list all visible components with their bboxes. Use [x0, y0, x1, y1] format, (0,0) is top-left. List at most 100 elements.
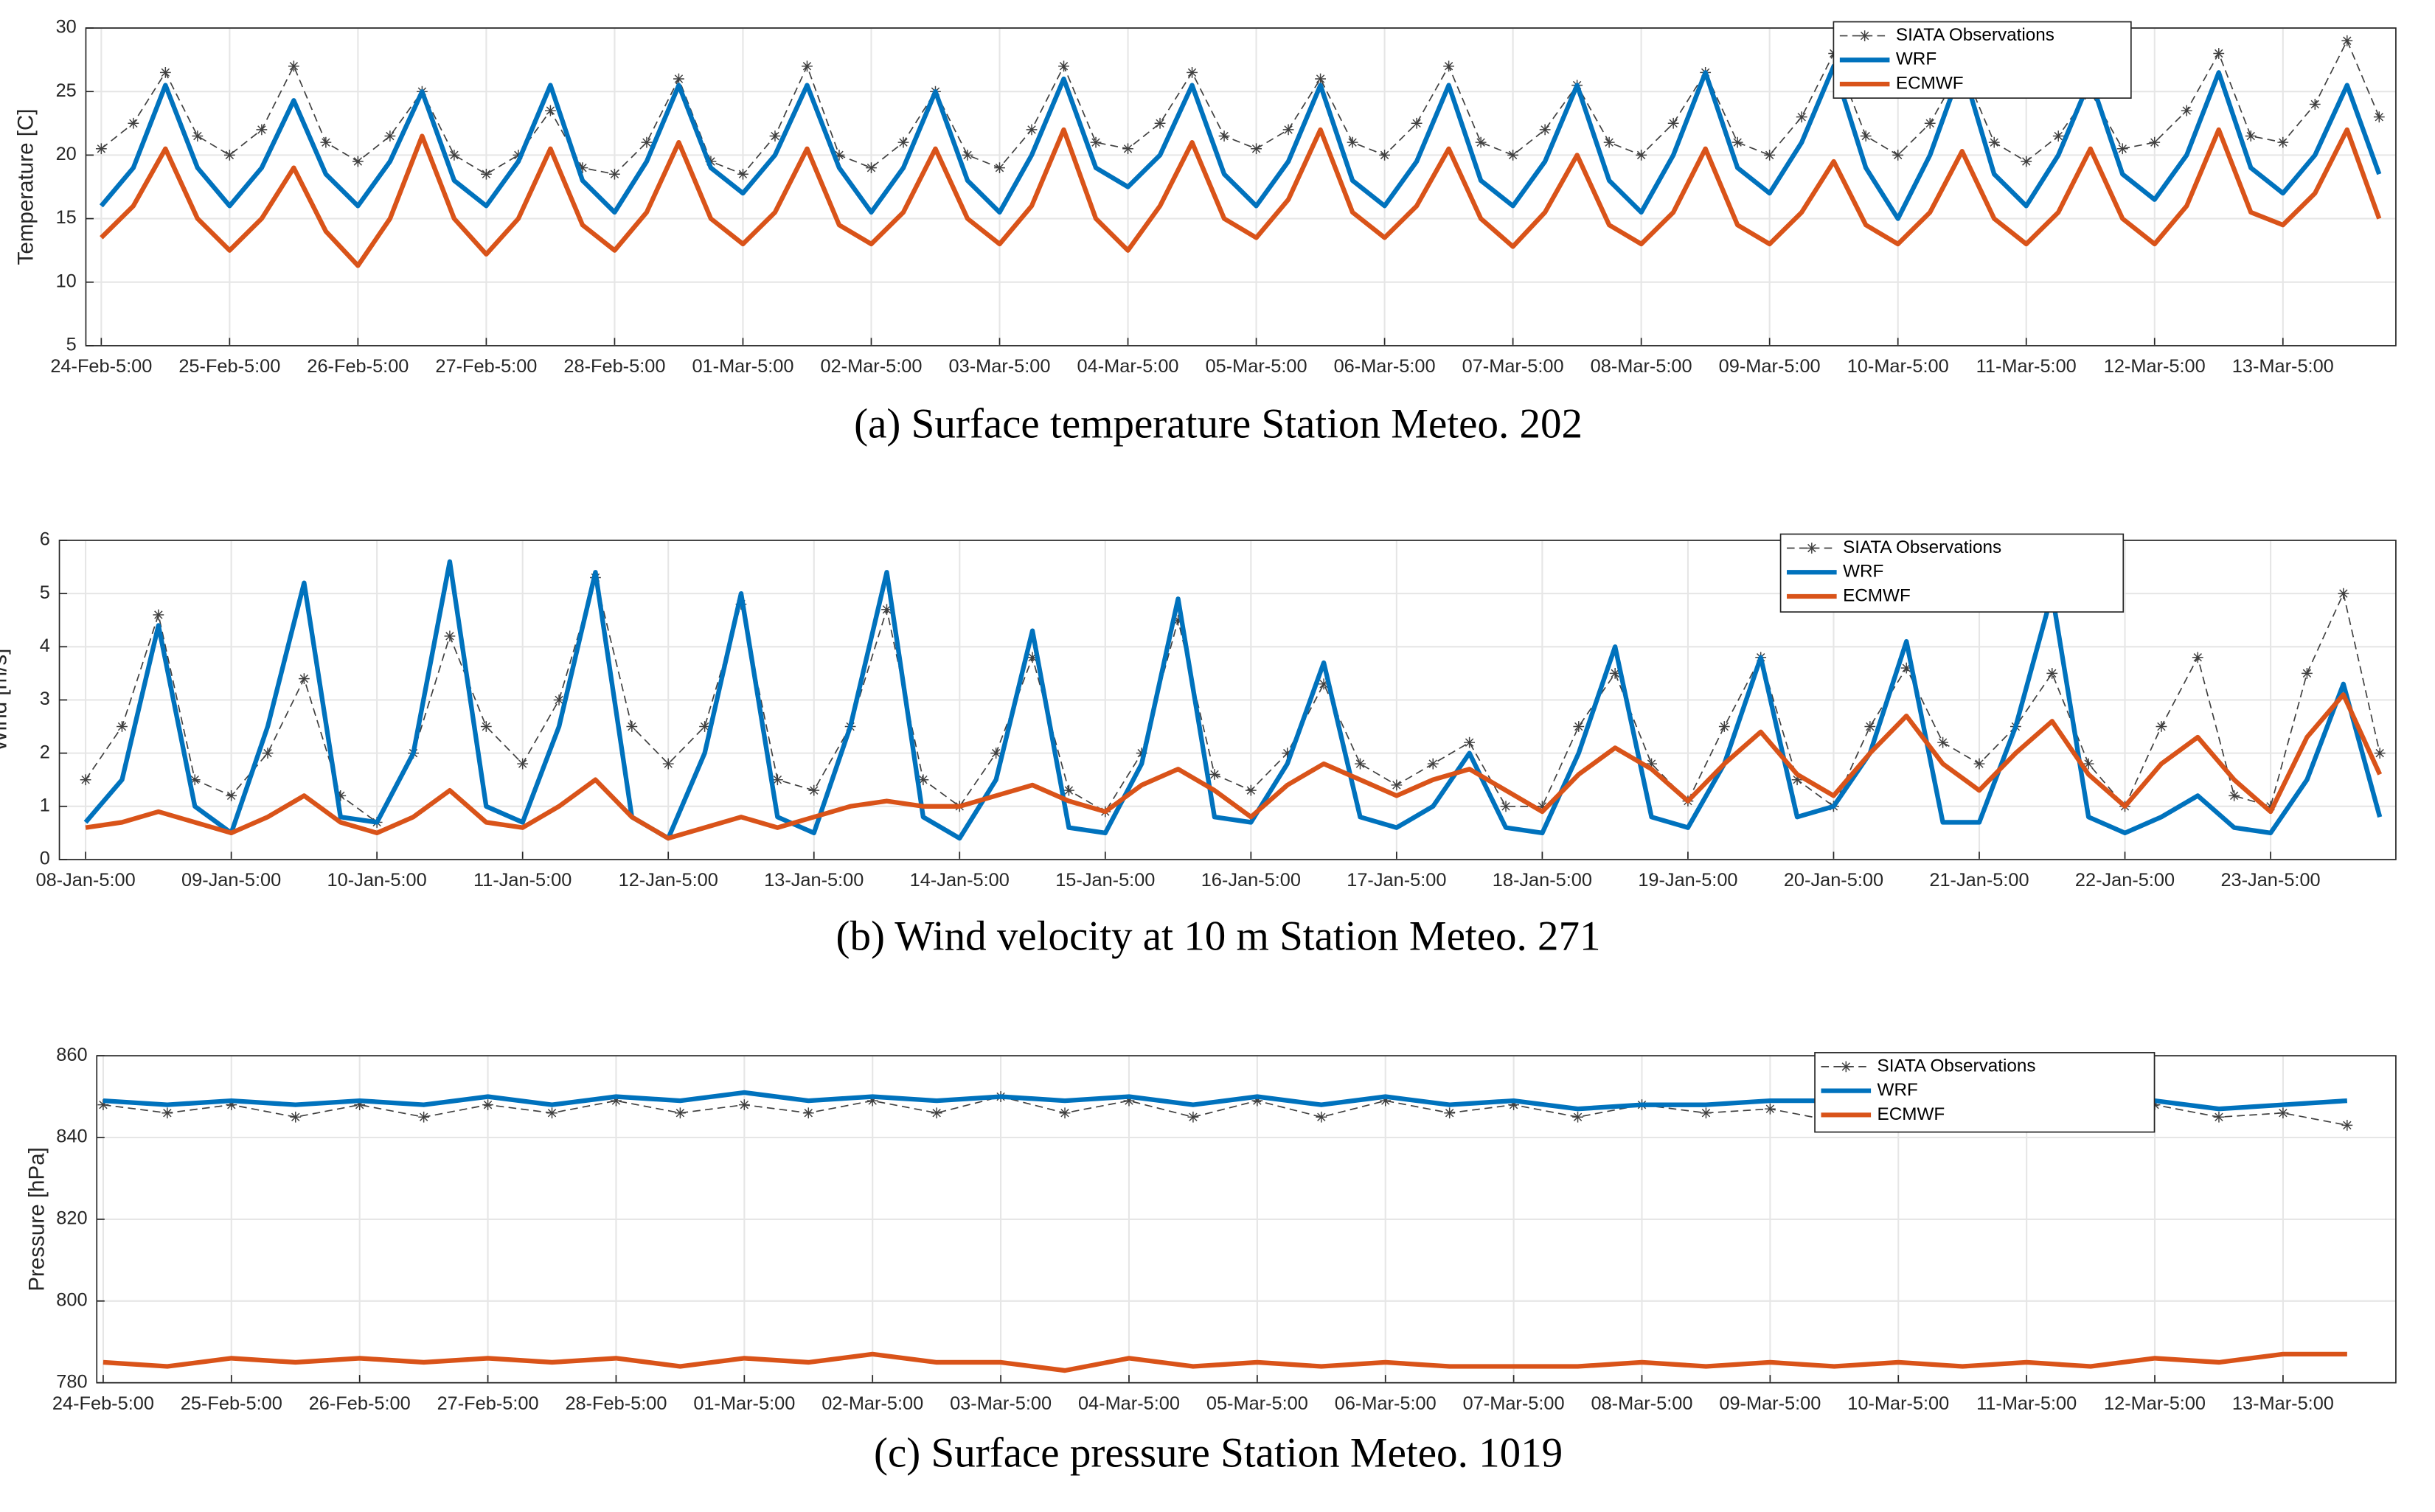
plot-frame — [96, 1055, 2397, 1384]
x-tick-label: 02-Mar-5:00 — [821, 1393, 923, 1414]
x-tick-label: 14-Jan-5:00 — [910, 870, 1010, 891]
chart-panel: 08-Jan-5:00 09-Jan-5:00 10-Jan-5:00 11-Jan-… — [0, 529, 2397, 959]
series-marker — [480, 721, 492, 732]
series-marker — [2116, 143, 2128, 155]
x-tick-label: 13-Jan-5:00 — [764, 870, 864, 891]
series-marker — [1464, 736, 1476, 748]
x-tick-label: 21-Jan-5:00 — [1929, 870, 2029, 891]
x-tick-label: 04-Mar-5:00 — [1077, 356, 1179, 377]
series-marker — [2052, 130, 2064, 142]
x-tick-label: 08-Jan-5:00 — [35, 870, 135, 891]
series-marker — [1187, 1111, 1199, 1123]
series-marker — [354, 1099, 366, 1111]
caption: (a) Surface temperature Station Meteo. 2… — [854, 401, 1583, 447]
y-tick-label: 25 — [56, 80, 77, 101]
series-marker — [80, 774, 91, 786]
series-marker — [1154, 117, 1166, 129]
series-marker — [545, 105, 556, 116]
x-tick-label: 11-Mar-5:00 — [1976, 1393, 2077, 1414]
series-marker — [320, 136, 332, 148]
x-tick-label: 25-Feb-5:00 — [181, 1393, 282, 1414]
legend-box — [1779, 533, 2125, 613]
caption: (c) Surface pressure Station Meteo. 1019 — [874, 1430, 1563, 1477]
plot-frame — [58, 540, 2397, 860]
legend-label: SIATA Observations — [1896, 25, 2054, 45]
series-marker — [262, 748, 274, 759]
legend: SIATA Observations WRF ECMWF — [1833, 21, 2132, 99]
series-marker — [1443, 60, 1454, 72]
series-marker — [738, 1099, 750, 1111]
legend-label: ECMWF — [1843, 585, 1911, 605]
series-marker — [2083, 758, 2094, 770]
series-marker — [335, 790, 347, 801]
x-tick-label: 23-Jan-5:00 — [2220, 870, 2320, 891]
series-marker — [1251, 1095, 1263, 1107]
series-marker — [1791, 774, 1803, 786]
series-marker — [1209, 769, 1220, 780]
series-marker — [1122, 143, 1133, 155]
y-axis-label: Temperature [C] — [14, 108, 38, 265]
series-marker — [128, 117, 139, 129]
series-marker — [482, 1099, 493, 1111]
x-tick-label: 07-Mar-5:00 — [1463, 1393, 1565, 1414]
series-marker — [1572, 1111, 1583, 1123]
y-tick-label: 6 — [40, 529, 50, 550]
x-tick-label: 05-Mar-5:00 — [1206, 1393, 1308, 1414]
series-marker — [769, 130, 781, 142]
series-marker — [1245, 784, 1257, 796]
legend-label: SIATA Observations — [1878, 1056, 2036, 1076]
series-marker — [962, 149, 973, 161]
x-tick-label: 09-Mar-5:00 — [1719, 1393, 1821, 1414]
x-tick-label: 04-Mar-5:00 — [1078, 1393, 1180, 1414]
series-marker — [1924, 117, 1936, 129]
series-marker — [189, 774, 201, 786]
x-tick-label: 08-Mar-5:00 — [1591, 356, 1692, 377]
series-marker — [2156, 721, 2167, 732]
series-marker — [802, 60, 813, 72]
series-marker — [2373, 111, 2385, 123]
series-line — [99, 63, 2382, 221]
series-marker — [1508, 1099, 1520, 1111]
y-tick-label: 30 — [56, 17, 77, 38]
chart-panel: 24-Feb-5:00 25-Feb-5:00 26-Feb-5:00 27-Feb-… — [24, 1045, 2397, 1477]
x-tick-label: 15-Jan-5:00 — [1055, 870, 1155, 891]
series-marker — [1507, 149, 1519, 161]
series-marker — [897, 136, 909, 148]
legend-label: WRF — [1878, 1080, 1918, 1100]
series-marker — [97, 1099, 109, 1111]
series-marker — [2213, 48, 2225, 59]
series-marker — [737, 168, 748, 180]
series-marker — [1123, 1095, 1135, 1107]
legend-marker — [1806, 543, 1818, 554]
series-marker — [2265, 801, 2276, 812]
series-marker — [1063, 784, 1074, 796]
x-tick-label: 18-Jan-5:00 — [1493, 870, 1592, 891]
series-marker — [1475, 136, 1487, 148]
series-marker — [352, 156, 364, 167]
x-tick-label: 27-Feb-5:00 — [435, 356, 537, 377]
series-marker — [546, 1107, 557, 1119]
series-marker — [2338, 588, 2349, 599]
x-tick-label: 11-Mar-5:00 — [1976, 356, 2077, 377]
y-axis-label: Pressure [hPa] — [24, 1147, 49, 1292]
x-tick-label: 13-Mar-5:00 — [2232, 1393, 2334, 1414]
series-marker — [1058, 60, 1069, 72]
series-marker — [2309, 99, 2321, 110]
x-tick-label: 09-Mar-5:00 — [1719, 356, 1821, 377]
series-marker — [1988, 136, 2000, 148]
y-tick-label: 15 — [56, 207, 77, 228]
x-tick-label: 26-Feb-5:00 — [309, 1393, 411, 1414]
series-marker — [1731, 136, 1743, 148]
series-marker — [1355, 758, 1366, 770]
y-tick-label: 800 — [56, 1289, 87, 1310]
x-tick-label: 09-Jan-5:00 — [181, 870, 281, 891]
series-marker — [1796, 111, 1807, 123]
x-tick-label: 08-Mar-5:00 — [1591, 1393, 1693, 1414]
legend-label: WRF — [1896, 49, 1936, 69]
y-tick-label: 860 — [56, 1045, 87, 1065]
series-marker — [1667, 117, 1679, 129]
series-marker — [288, 60, 299, 72]
y-tick-label: 780 — [56, 1371, 87, 1392]
series-marker — [2374, 748, 2386, 759]
series-marker — [1900, 662, 1912, 674]
